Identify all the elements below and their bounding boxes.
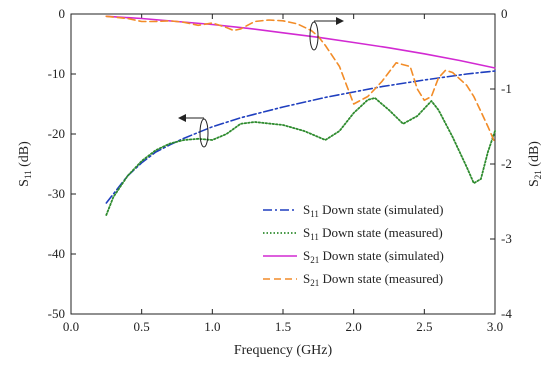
y-right-axis-title-unit: (dB) (527, 141, 542, 171)
series-lines (105, 15, 496, 216)
legend-label-3: S21 Down state (simulated) (303, 248, 444, 265)
y-right-tick-label: -4 (501, 306, 512, 321)
left-axis-pointer-loop (199, 118, 209, 148)
y-right-axis-title: S21 (dB) (527, 141, 543, 187)
legend: S11 Down state (simulated)S11 Down state… (263, 202, 444, 288)
y-left-tick-label: -40 (48, 246, 65, 261)
x-tick-label: 3.0 (487, 319, 503, 334)
y-right-axis-title-sub: 21 (533, 170, 543, 179)
x-axis-title: Frequency (GHz) (234, 343, 333, 358)
legend-label-2: S11 Down state (measured) (303, 225, 443, 242)
legend-label-main: S (303, 271, 310, 286)
x-tick-label: 1.0 (204, 319, 220, 334)
y-left-axis-title: S11 (dB) (17, 141, 33, 187)
left-axis-pointer (178, 114, 209, 148)
y-left-tick-label: 0 (59, 6, 66, 21)
x-tick-label: 2.0 (346, 319, 362, 334)
y-left-tick-label: -20 (48, 126, 65, 141)
y-right-tick-label: -3 (501, 231, 512, 246)
legend-label-sub: 21 (310, 255, 319, 265)
legend-label-sub: 11 (310, 232, 319, 242)
x-tick-label: 0.5 (134, 319, 150, 334)
legend-label-sub: 21 (310, 278, 319, 288)
legend-label-sub: 11 (310, 209, 319, 219)
x-tick-label: 0.0 (63, 319, 79, 334)
y-left-tick-label: -30 (48, 186, 65, 201)
y-left-tick-label: -50 (48, 306, 65, 321)
series-line-1 (105, 70, 496, 204)
y-left-axis-title-sub: 11 (23, 170, 33, 179)
series-line-2 (105, 97, 496, 216)
legend-label-main: S (303, 225, 310, 240)
legend-label-rest: Down state (measured) (319, 225, 443, 240)
right-axis-pointer (309, 17, 344, 51)
series-line-4 (105, 15, 496, 144)
legend-label-1: S11 Down state (simulated) (303, 202, 443, 219)
legend-label-4: S21 Down state (measured) (303, 271, 443, 288)
axes: 0.0 0.5 1.0 1.5 2.0 2.5 3.0 0 -10 -20 -30 -40 -50 0 -1… (17, 6, 543, 358)
legend-label-main: S (303, 202, 310, 217)
right-axis-pointer-loop (309, 21, 319, 51)
x-tick-label: 2.5 (416, 319, 432, 334)
x-tick-label: 1.5 (275, 319, 291, 334)
series-line-3 (105, 15, 496, 69)
plot-frame (70, 13, 496, 315)
y-right-tick-label: -1 (501, 81, 512, 96)
y-right-axis-title-main: S (527, 179, 542, 187)
legend-label-main: S (303, 248, 310, 263)
legend-label-rest: Down state (measured) (319, 271, 443, 286)
y-right-tick-label: -2 (501, 156, 512, 171)
y-left-axis-title-main: S (17, 179, 32, 187)
legend-label-rest: Down state (simulated) (319, 248, 444, 263)
legend-label-rest: Down state (simulated) (319, 202, 444, 217)
y-right-tick-label: 0 (501, 6, 508, 21)
y-left-tick-label: -10 (48, 66, 65, 81)
y-left-axis-title-unit: (dB) (17, 141, 32, 171)
